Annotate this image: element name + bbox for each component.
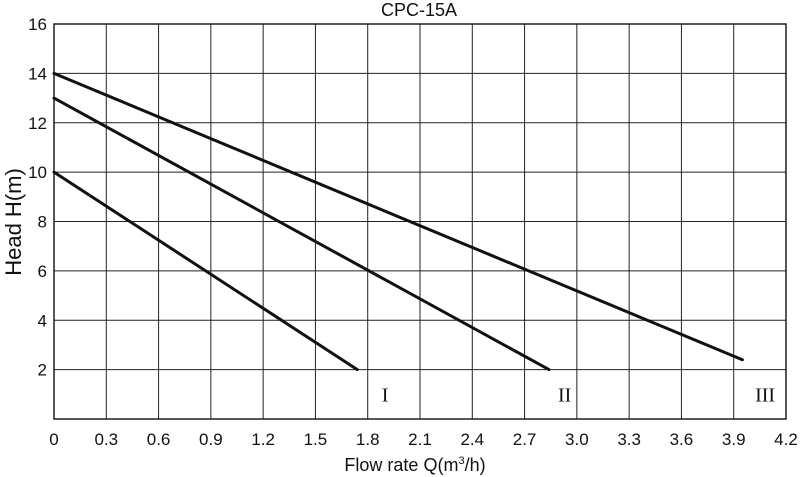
curve-labels: I II III [382,384,775,406]
series-line-i [52,170,359,372]
x-axis-label: Flow rate Q(m3/h) [344,455,485,475]
y-tick-label: 16 [28,15,47,34]
y-tick-label: 14 [28,64,47,83]
y-tick-labels: 2 4 6 8 10 12 14 16 [28,15,47,380]
x-tick-label: 1.2 [251,430,275,449]
x-tick-label: 4.2 [774,430,798,449]
x-tick-labels: 0 0.3 0.6 0.9 1.2 1.5 1.8 2.1 2.4 2.7 3.0 3.3 3.6 3.9… [49,430,798,449]
series-lines [52,71,744,372]
y-tick-label: 8 [38,213,47,232]
x-tick-label: 2.4 [460,430,484,449]
plot-frame [53,23,787,420]
x-tick-label: 1.5 [304,430,328,449]
x-tick-label: 0 [49,430,58,449]
x-tick-label: 3.0 [565,430,589,449]
y-axis-label: Head H(m) [1,168,26,276]
x-axis-label-sup: 3 [458,455,464,467]
x-axis-label-end: /h) [465,455,486,475]
grid-lines [54,24,786,419]
x-axis-label-main: Flow rate Q(m [344,455,458,475]
chart-title: CPC-15A [381,0,457,20]
series-line-iii [52,71,744,362]
x-tick-label: 3.6 [670,430,694,449]
x-tick-label: 0.3 [94,430,118,449]
y-tick-label: 10 [28,163,47,182]
x-tick-label: 0.9 [199,430,223,449]
x-tick-label: 3.3 [617,430,641,449]
x-tick-label: 2.7 [513,430,537,449]
y-tick-label: 6 [38,262,47,281]
x-tick-label: 1.8 [356,430,380,449]
y-tick-label: 4 [38,311,47,330]
series-line-ii [52,96,551,372]
x-tick-label: 2.1 [408,430,432,449]
curve-label-ii: II [558,384,571,406]
x-tick-label: 3.9 [722,430,746,449]
curve-label-i: I [382,384,389,406]
curve-label-iii: III [755,384,775,406]
y-tick-label: 12 [28,114,47,133]
x-tick-label: 0.6 [147,430,171,449]
y-tick-label: 2 [38,361,47,380]
